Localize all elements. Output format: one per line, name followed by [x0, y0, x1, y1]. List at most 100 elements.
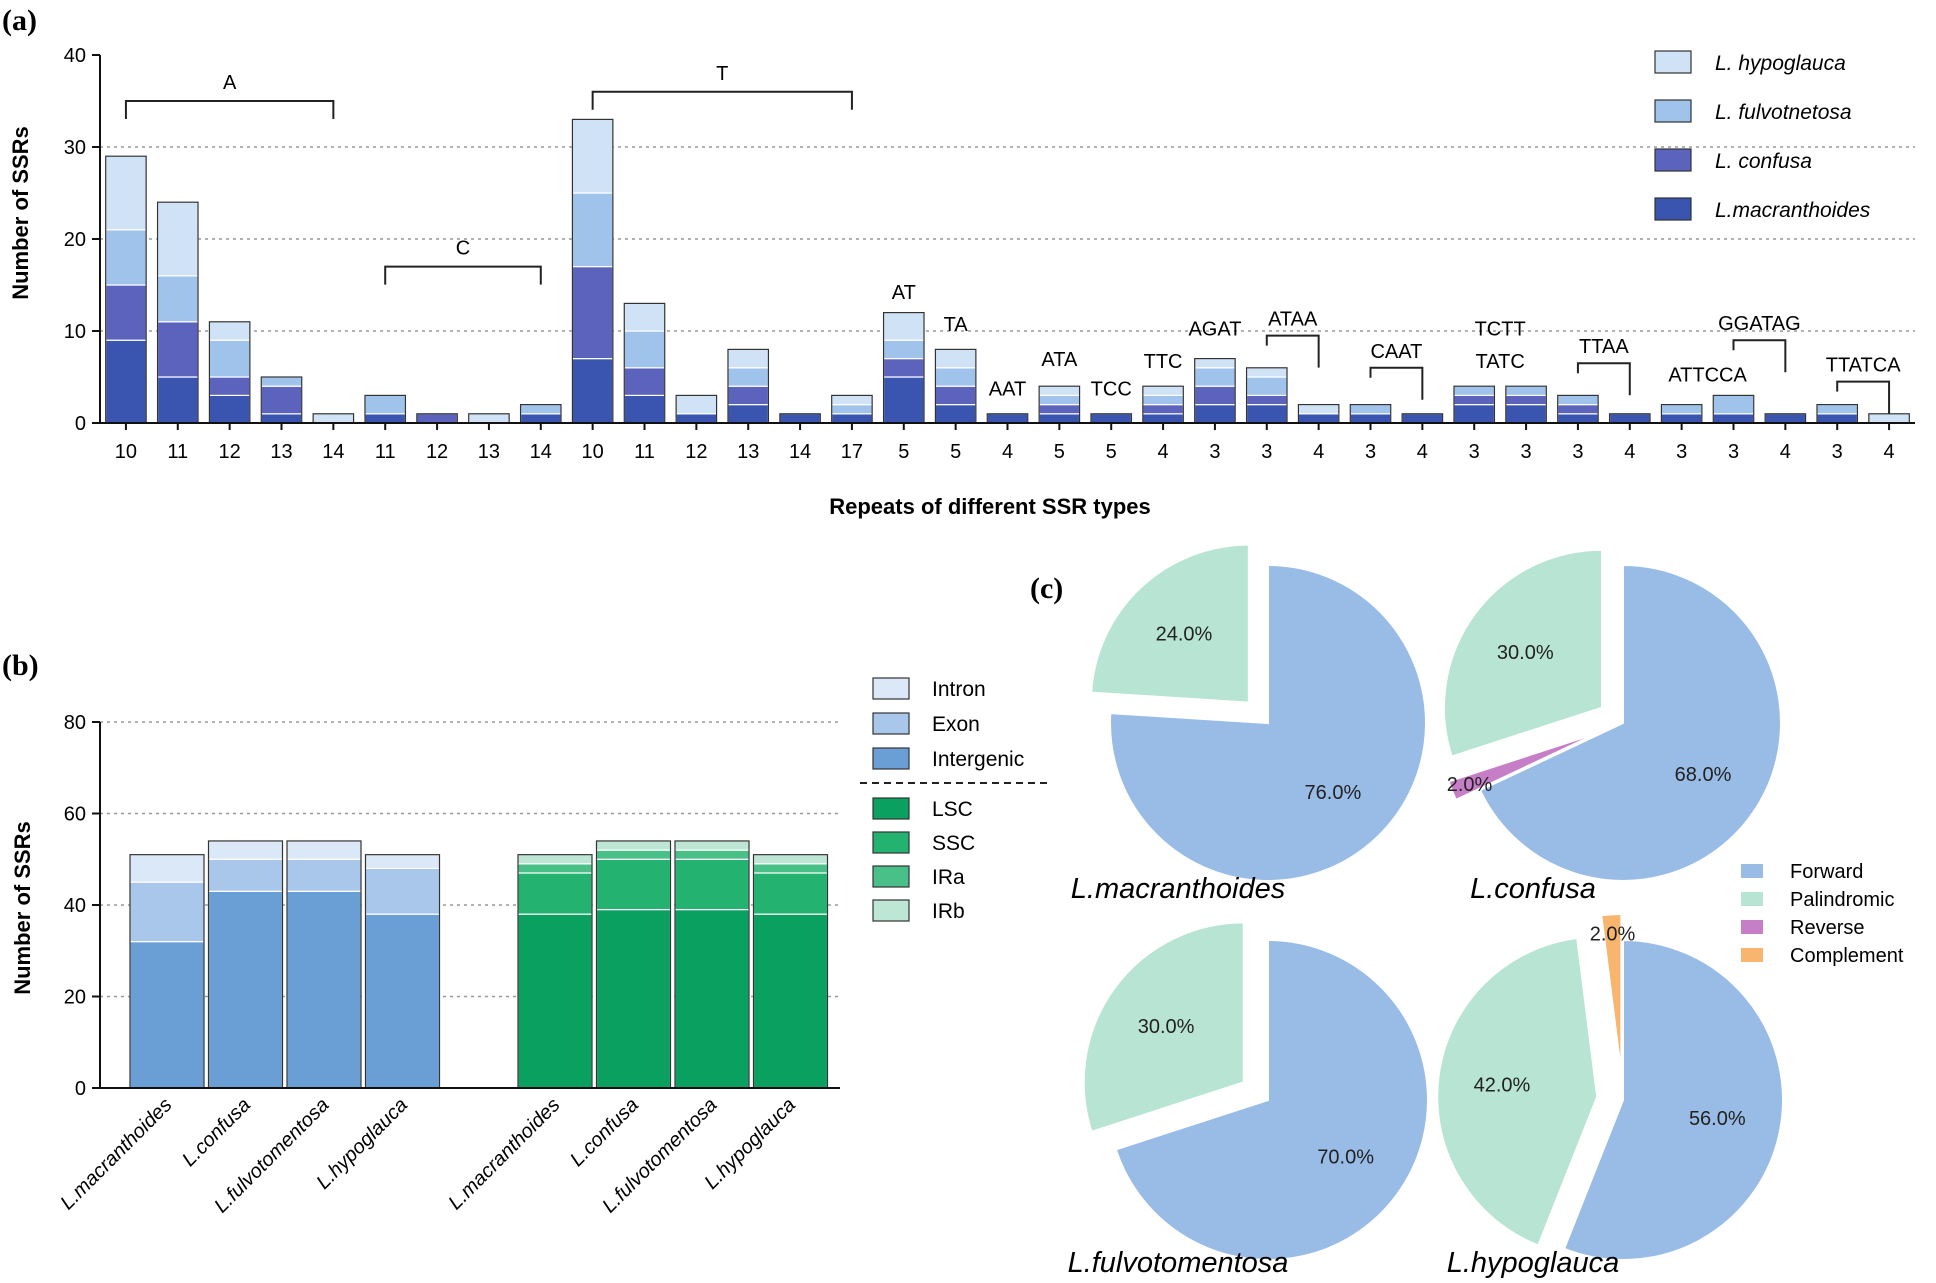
y-tick-label: 40: [64, 45, 86, 67]
bar-segment-fulvotnetosa: [831, 404, 873, 415]
legend-swatch: [872, 831, 910, 854]
pie-1: 76.0% 24.0% L.macranthoides: [1071, 543, 1427, 905]
bar-segment-lsc: [595, 908, 672, 1089]
x-tick-label: 3: [1469, 441, 1480, 463]
chart-a-gridlines: [100, 146, 1915, 332]
bar-segment-fulvotnetosa: [623, 330, 666, 369]
chart-a-axes: 0 10 20 30 40 10 11 12 13 14 11 12 13 14 10 11 12 13 14 17 5…: [64, 45, 1915, 463]
bar-segment-confusa: [105, 284, 147, 341]
bar-segment-fulvotnetosa: [727, 367, 770, 387]
bar-segment-intron: [364, 854, 441, 869]
pie-2: 68.0% 2.0% 30.0% L.confusa: [1442, 548, 1782, 905]
legend-swatch: [1741, 892, 1763, 906]
x-tick-label: 4: [1313, 441, 1324, 463]
bar-segment-fulvotnetosa: [156, 275, 199, 323]
pie-slice-palindromic: [1442, 548, 1603, 758]
bar-segment-macranthoides: [1816, 413, 1859, 424]
bar-segment-exon: [207, 858, 284, 892]
bracket: [591, 90, 853, 110]
pie-slice-label: 68.0%: [1675, 764, 1732, 786]
x-tick-label: 3: [1676, 441, 1687, 463]
chart-a-ssr-repeats: 0 10 20 30 40 10 11 12 13 14 11 12 13 14 10 11 12 13 14 17 5…: [8, 45, 1915, 519]
bar-segment-macranthoides: [1038, 413, 1081, 424]
x-tick-label: 3: [1832, 441, 1843, 463]
x-tick-label: 3: [1365, 441, 1376, 463]
bar-segment-intergenic: [129, 940, 205, 1089]
pie-slice-label: 2.0%: [1590, 924, 1636, 946]
bar-segment-macranthoides: [1297, 413, 1340, 424]
x-tick-label: 13: [737, 441, 759, 463]
bar-segment-intergenic: [364, 913, 441, 1089]
legend-label: LSC: [932, 798, 973, 821]
bar-segment-confusa: [208, 376, 251, 396]
y-tick-label: 10: [64, 321, 86, 343]
motif-label: A: [223, 72, 237, 94]
motif-label: ATAA: [1268, 309, 1318, 331]
x-tick-label: 13: [478, 441, 500, 463]
pie-slice-forward: [1114, 938, 1429, 1261]
bar-segment-confusa: [1142, 404, 1184, 415]
bar-segment-macranthoides: [1349, 413, 1392, 424]
bar-segment-hypoglauca: [1297, 404, 1340, 415]
legend-swatch: [872, 747, 910, 770]
bar-segment-confusa: [1194, 385, 1236, 406]
bar-segment-hypoglauca: [727, 348, 770, 369]
bar-segment-macranthoides: [1505, 404, 1547, 424]
bar-segment-exon: [129, 881, 205, 943]
motif-label: TATC: [1476, 351, 1525, 373]
bar-segment-fulvotnetosa: [260, 376, 303, 387]
motif-label: AAT: [989, 378, 1026, 400]
bar-segment-macranthoides: [1142, 413, 1184, 424]
legend-swatch: [1741, 920, 1763, 934]
bar-segment-macranthoides: [1401, 413, 1444, 424]
pie-caption: L.macranthoides: [1071, 873, 1285, 905]
bar-segment-macranthoides: [1245, 404, 1288, 424]
legend-label: Palindromic: [1790, 889, 1894, 911]
bar-segment-ira: [752, 863, 829, 874]
bar-segment-intergenic: [207, 890, 284, 1089]
bar-segment-confusa: [571, 266, 614, 360]
legend-swatch: [872, 899, 910, 922]
x-tick-label: 11: [375, 441, 396, 463]
y-tick-label: 40: [64, 895, 86, 917]
legend-swatch: [1741, 864, 1763, 878]
chart-a-ylabel: Number of SSRs: [8, 126, 33, 300]
pie-caption: L.confusa: [1470, 873, 1596, 905]
bar-segment-hypoglauca: [571, 118, 614, 194]
bracket: [384, 265, 542, 285]
bar-segment-confusa: [416, 413, 458, 424]
x-tick-label: 4: [1158, 441, 1169, 463]
bar-segment-hypoglauca: [156, 201, 199, 277]
pie-slice-label: 70.0%: [1317, 1146, 1374, 1168]
legend-label: Reverse: [1790, 917, 1864, 939]
pie-slice-forward: [1108, 563, 1427, 882]
pie-4: 56.0% 42.0% 2.0% L.hypoglauca: [1436, 913, 1785, 1279]
bar-segment-macranthoides: [1712, 413, 1755, 424]
bar-segment-macranthoides: [208, 394, 251, 424]
legend-swatch: [872, 797, 910, 820]
motif-label: TTC: [1144, 351, 1183, 373]
bar-segment-fulvotnetosa: [571, 192, 614, 268]
bar-segment-fulvotnetosa: [1816, 404, 1859, 415]
x-tick-label: 12: [219, 441, 241, 463]
legend-swatch: [1654, 197, 1692, 221]
bar-segment-ssc: [517, 872, 593, 915]
bar-segment-fulvotnetosa: [1194, 367, 1236, 387]
bar-segment-confusa: [1245, 394, 1288, 406]
bar-segment-fulvotnetosa: [105, 229, 147, 286]
bar-segment-ssc: [595, 858, 672, 911]
pie-slice-forward: [1562, 938, 1785, 1261]
bar-segment-fulvotnetosa: [519, 404, 562, 415]
bar-segment-confusa: [623, 367, 666, 396]
bar-segment-macranthoides: [1194, 404, 1236, 424]
pie-slice-label: 30.0%: [1138, 1016, 1195, 1038]
pie-slice-palindromic: [1090, 543, 1250, 704]
bar-segment-macranthoides: [364, 413, 407, 424]
x-tick-label: 5: [898, 441, 909, 463]
motif-label: GGATAG: [1718, 313, 1801, 335]
bar-segment-confusa: [934, 385, 977, 406]
legend-label: Complement: [1790, 945, 1904, 967]
bar-segment-hypoglauca: [1245, 367, 1288, 378]
legend-label: Exon: [932, 713, 980, 736]
legend-swatch: [872, 865, 910, 888]
